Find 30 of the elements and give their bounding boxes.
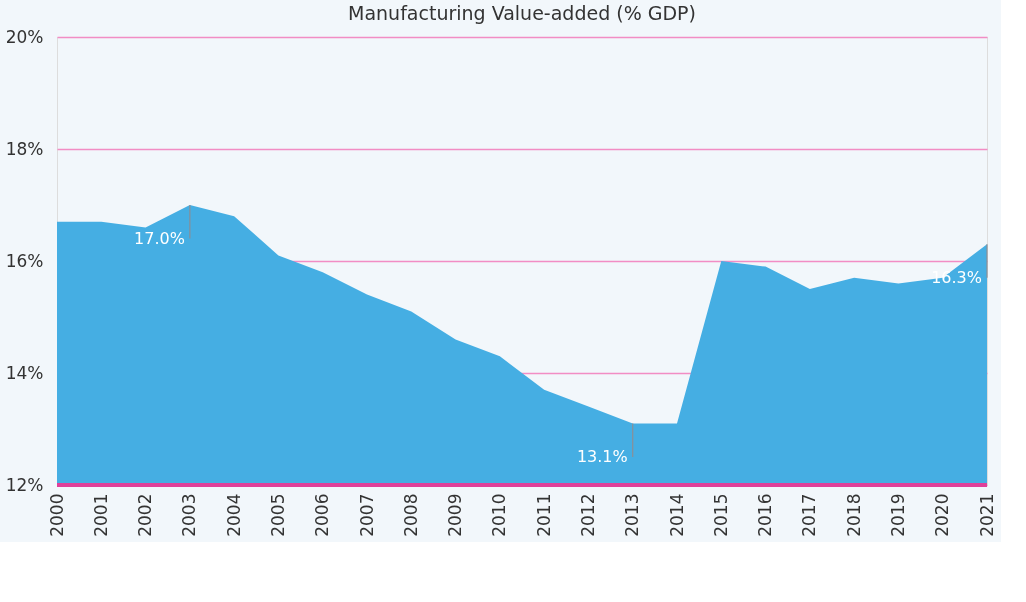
x-tick-label: 2001 — [90, 493, 111, 537]
x-tick-label: 2005 — [267, 493, 288, 537]
data-label: 17.0% — [134, 228, 185, 248]
y-tick-label: 16% — [5, 250, 44, 271]
y-tick-label: 12% — [5, 474, 44, 495]
x-tick-label: 2009 — [445, 493, 466, 537]
x-tick-label: 2002 — [135, 493, 156, 537]
x-tick-label: 2018 — [843, 493, 864, 537]
x-tick-label: 2015 — [710, 493, 731, 537]
y-tick-label: 18% — [5, 138, 44, 159]
x-tick-label: 2013 — [622, 493, 643, 537]
x-tick-label: 2011 — [533, 493, 554, 537]
x-tick-label: 2000 — [46, 493, 67, 537]
x-tick-label: 2017 — [799, 493, 820, 537]
x-tick-label: 2003 — [179, 493, 200, 537]
chart-title: Manufacturing Value-added (% GDP) — [348, 2, 696, 24]
x-tick-label: 2016 — [755, 493, 776, 537]
x-tick-label: 2007 — [356, 493, 377, 537]
x-tick-label: 2006 — [312, 493, 333, 537]
x-tick-label: 2014 — [666, 493, 687, 537]
x-tick-label: 2019 — [887, 493, 908, 537]
x-tick-label: 2004 — [223, 493, 244, 537]
x-tick-label: 2012 — [577, 493, 598, 537]
x-tick-label: 2010 — [489, 493, 510, 537]
x-tick-label: 2021 — [976, 493, 997, 537]
y-tick-label: 14% — [5, 362, 44, 383]
y-tick-label: 20% — [5, 26, 44, 47]
x-tick-label: 2020 — [932, 493, 953, 537]
data-label: 13.1% — [576, 447, 628, 466]
x-tick-label: 2008 — [400, 493, 421, 537]
